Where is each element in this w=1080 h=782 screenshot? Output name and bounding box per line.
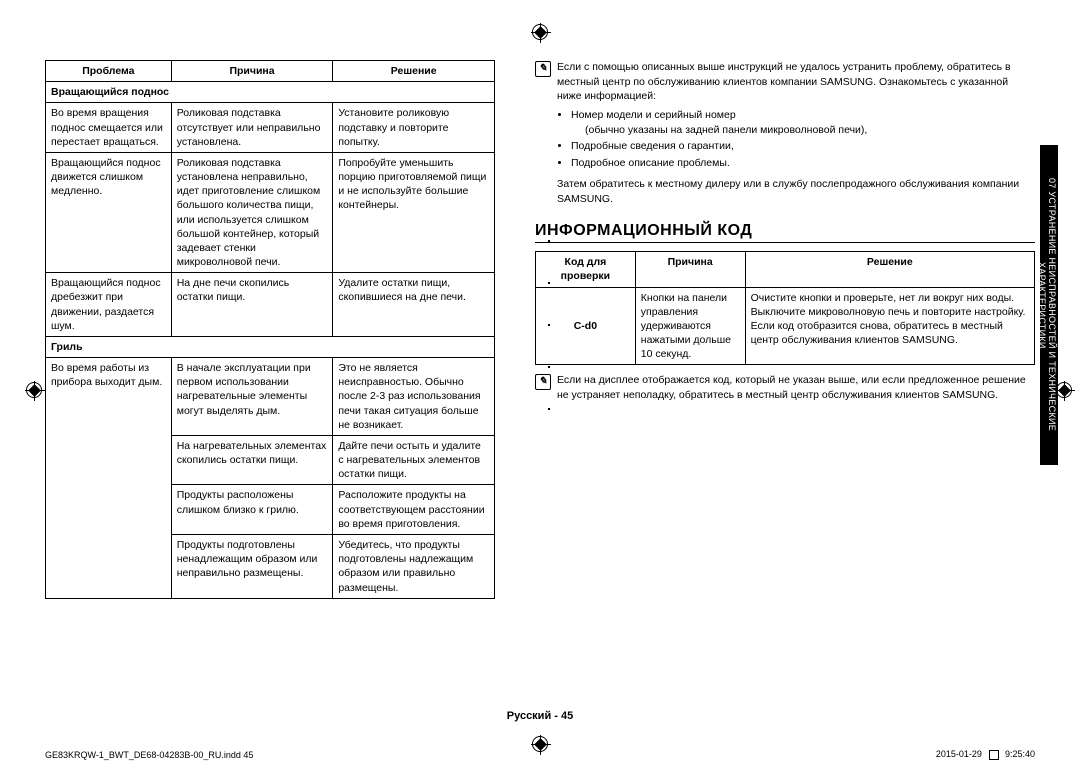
note-text-2: Если на дисплее отображается код, которы… — [557, 373, 1035, 402]
registration-mark-top — [532, 24, 548, 40]
table-row: Во время вращения поднос смещается или п… — [46, 103, 495, 153]
info-code-table: Код для проверки Причина Решение C-d0 Кн… — [535, 251, 1035, 365]
note-text-1: Если с помощью описанных выше инструкций… — [557, 60, 1035, 206]
table-row: Во время работы из прибора выходит дым. … — [46, 358, 495, 436]
th-problem: Проблема — [46, 61, 172, 82]
left-column: Проблема Причина Решение Вращающийся под… — [45, 60, 495, 599]
section-turntable: Вращающийся поднос — [46, 82, 495, 103]
th-info-solution: Решение — [745, 252, 1034, 287]
table-row: C-d0 Кнопки на панели управления удержив… — [536, 287, 1035, 365]
registration-mark-left — [26, 382, 42, 398]
code-cell: C-d0 — [536, 287, 636, 365]
th-info-cause: Причина — [635, 252, 745, 287]
note-block-1: ✎ Если с помощью описанных выше инструкц… — [535, 60, 1035, 206]
note-bullets: Номер модели и серийный номер (обычно ук… — [557, 108, 1035, 171]
center-cut-marks — [548, 200, 549, 460]
troubleshooting-table: Проблема Причина Решение Вращающийся под… — [45, 60, 495, 599]
right-column: ✎ Если с помощью описанных выше инструкц… — [535, 60, 1035, 599]
bullet-item: Номер модели и серийный номер (обычно ук… — [571, 108, 1035, 137]
page-number: Русский - 45 — [0, 710, 1080, 722]
th-code: Код для проверки — [536, 252, 636, 287]
table-row: Вращающийся поднос дребезжит при движени… — [46, 273, 495, 337]
note-icon: ✎ — [535, 61, 551, 77]
table-row: Вращающийся поднос движется слишком медл… — [46, 152, 495, 272]
footer-filename: GE83KRQW-1_BWT_DE68-04283B-00_RU.indd 45 — [45, 750, 253, 760]
note-block-2: ✎ Если на дисплее отображается код, кото… — [535, 373, 1035, 402]
bullet-item: Подробное описание проблемы. — [571, 156, 1035, 171]
bullet-item: Подробные сведения о гарантии, — [571, 139, 1035, 154]
th-cause: Причина — [171, 61, 333, 82]
registration-mark-bottom — [532, 736, 548, 752]
sidebar-tab: 07 УСТРАНЕНИЕ НЕИСПРАВНОСТЕЙ И ТЕХНИЧЕСК… — [1040, 145, 1058, 465]
clock-icon — [989, 750, 999, 760]
footer-datetime: 2015-01-29 9:25:40 — [936, 749, 1035, 760]
content-columns: Проблема Причина Решение Вращающийся под… — [45, 60, 1035, 599]
note-after-text: Затем обратитесь к местному дилеру или в… — [557, 178, 1019, 205]
section-grill: Гриль — [46, 336, 495, 357]
registration-mark-right — [1056, 382, 1072, 398]
info-code-title: ИНФОРМАЦИОННЫЙ КОД — [535, 222, 1035, 243]
th-solution: Решение — [333, 61, 495, 82]
